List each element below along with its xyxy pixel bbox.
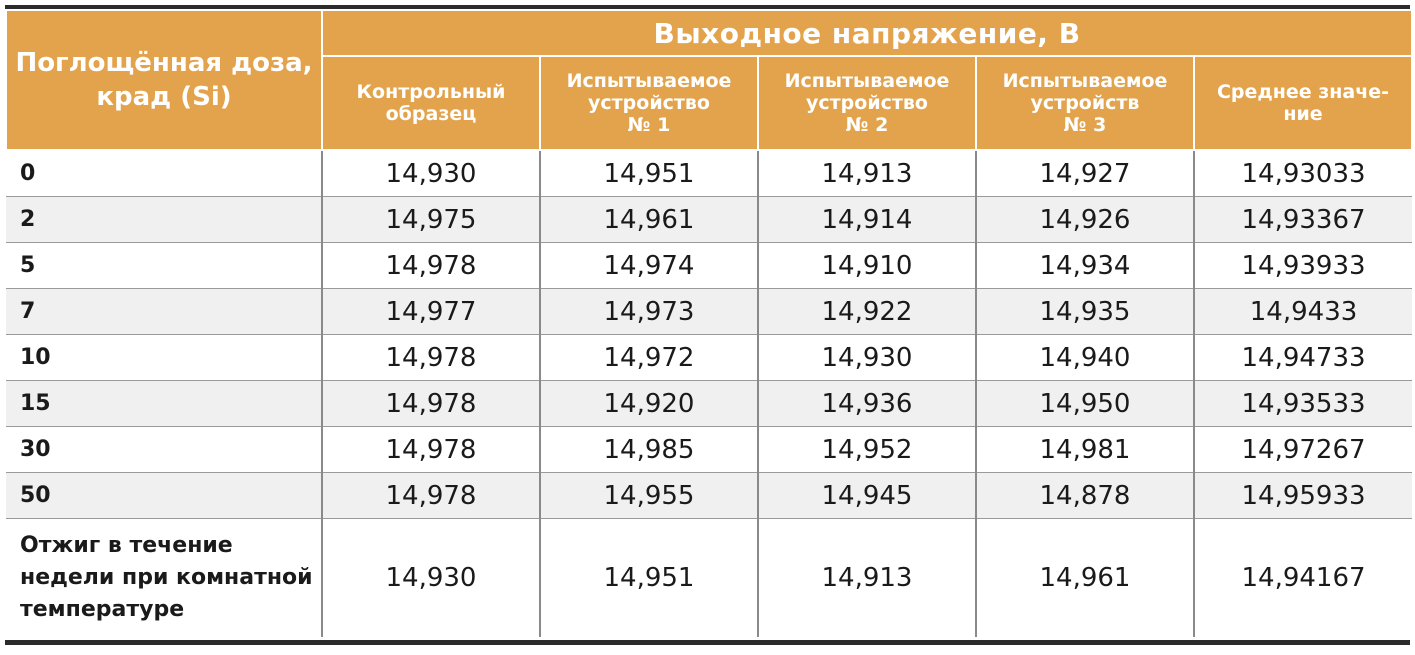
voltage-cell: 14,950: [976, 380, 1195, 427]
voltage-cell: 14,978: [322, 242, 541, 289]
table-row: 30 14,978 14,985 14,952 14,981 14,97267: [6, 426, 1413, 473]
voltage-cell: 14,978: [322, 334, 541, 381]
table-row: 0 14,930 14,951 14,913 14,927 14,93033: [6, 150, 1413, 197]
voltage-cell: 14,985: [540, 426, 759, 473]
voltage-cell: 14,981: [976, 426, 1195, 473]
voltage-cell: 14,974: [540, 242, 759, 289]
dose-cell: 15: [6, 380, 323, 427]
voltage-cell: 14,93367: [1194, 196, 1413, 243]
table-row: 15 14,978 14,920 14,936 14,950 14,93533: [6, 380, 1413, 427]
voltage-cell: 14,97267: [1194, 426, 1413, 473]
voltage-cell: 14,945: [758, 472, 977, 519]
voltage-cell: 14,94167: [1241, 563, 1366, 593]
voltage-cell: 14,926: [976, 196, 1195, 243]
dose-cell: 10: [6, 334, 323, 381]
voltage-cell: 14,978: [322, 472, 541, 519]
voltage-cell: 14,961: [976, 518, 1195, 637]
table-row: 5 14,978 14,974 14,910 14,934 14,93933: [6, 242, 1413, 289]
column-header-device-1: Испытываемое устройство № 1: [539, 55, 759, 151]
voltage-cell: 14,973: [540, 288, 759, 335]
voltage-cell: 14,936: [758, 380, 977, 427]
voltage-cell: 14,978: [322, 426, 541, 473]
voltage-cell: 14,975: [322, 196, 541, 243]
voltage-cell: 14,94733: [1194, 334, 1413, 381]
voltage-cell: 14,977: [322, 288, 541, 335]
column-header-average: Среднее значе- ние: [1192, 55, 1414, 151]
dose-cell: 2: [6, 196, 323, 243]
voltage-cell: 14,914: [758, 196, 977, 243]
voltage-cell: 14,930: [322, 518, 541, 637]
voltage-cell: 14,978: [322, 380, 541, 427]
table-frame: Поглощённая доза, крад (Si) Выходное нап…: [5, 5, 1414, 645]
output-voltage-header: Выходное напряжение, В: [320, 9, 1414, 57]
voltage-table: Поглощённая доза, крад (Si) Выходное нап…: [5, 9, 1414, 637]
column-header-device-2: Испытываемое устройство № 2: [757, 55, 977, 151]
voltage-cell: 14,934: [976, 242, 1195, 289]
voltage-cell: 14,930: [322, 150, 541, 197]
table-row: 7 14,977 14,973 14,922 14,935 14,9433: [6, 288, 1413, 335]
voltage-cell: 14,940: [976, 334, 1195, 381]
table-row: 10 14,978 14,972 14,930 14,940 14,94733: [6, 334, 1413, 381]
voltage-cell: 14,961: [540, 196, 759, 243]
column-header-control: Контрольный образец: [321, 55, 541, 151]
voltage-cell: 14,951: [540, 518, 759, 637]
voltage-cell: 14,913: [758, 150, 977, 197]
table-row: 50 14,978 14,955 14,945 14,878 14,95933: [6, 472, 1413, 519]
voltage-cell: 14,930: [758, 334, 977, 381]
voltage-cell: 14,913: [758, 518, 977, 637]
table-row: 2 14,975 14,961 14,914 14,926 14,93367: [6, 196, 1413, 243]
voltage-cell: 14,927: [976, 150, 1195, 197]
voltage-cell: 14,9433: [1194, 288, 1413, 335]
voltage-cell: 14,878: [976, 472, 1195, 519]
voltage-cell: 14,955: [540, 472, 759, 519]
voltage-cell: 14,922: [758, 288, 977, 335]
voltage-cell: 14,910: [758, 242, 977, 289]
voltage-cell: 14,93533: [1194, 380, 1413, 427]
voltage-cell: 14,920: [540, 380, 759, 427]
column-header-device-3: Испытываемое устройств № 3: [975, 55, 1195, 151]
dose-cell: 7: [6, 288, 323, 335]
voltage-cell: 14,972: [540, 334, 759, 381]
dose-cell: 30: [6, 426, 323, 473]
dose-column-header: Поглощённая доза, крад (Si): [5, 9, 323, 151]
voltage-cell: 14,952: [758, 426, 977, 473]
table-row: Отжиг в течение недели при комнатной тем…: [6, 518, 1412, 637]
voltage-cell: 14,95933: [1194, 472, 1413, 519]
dose-cell: 5: [6, 242, 323, 289]
voltage-cell: 14,93033: [1194, 150, 1413, 197]
dose-cell: 50: [6, 472, 323, 519]
voltage-cell: 14,93933: [1194, 242, 1413, 289]
dose-cell: Отжиг в течение недели при комнатной тем…: [6, 518, 323, 637]
voltage-cell: 14,951: [540, 150, 759, 197]
voltage-cell: 14,935: [976, 288, 1195, 335]
table-body: 0 14,930 14,951 14,913 14,927 14,93033 2 14,975…: [6, 150, 1413, 637]
dose-cell: 0: [6, 150, 323, 197]
